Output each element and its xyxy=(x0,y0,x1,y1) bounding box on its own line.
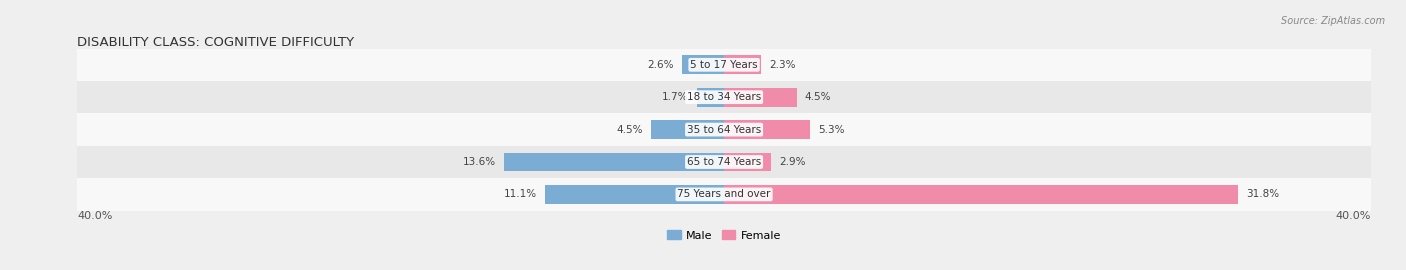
Bar xyxy=(77,81,1371,113)
Bar xyxy=(724,120,810,139)
Text: 2.6%: 2.6% xyxy=(648,60,673,70)
Text: 40.0%: 40.0% xyxy=(1336,211,1371,221)
Bar xyxy=(651,120,724,139)
Bar xyxy=(77,178,1371,211)
Bar xyxy=(724,88,797,107)
Text: 4.5%: 4.5% xyxy=(806,92,831,102)
Text: 31.8%: 31.8% xyxy=(1246,189,1279,200)
Text: 4.5%: 4.5% xyxy=(617,124,644,135)
Bar xyxy=(544,185,724,204)
Text: 2.9%: 2.9% xyxy=(779,157,806,167)
Text: 5 to 17 Years: 5 to 17 Years xyxy=(690,60,758,70)
Text: Source: ZipAtlas.com: Source: ZipAtlas.com xyxy=(1281,16,1385,26)
Legend: Male, Female: Male, Female xyxy=(668,230,780,241)
Text: 11.1%: 11.1% xyxy=(503,189,537,200)
Text: DISABILITY CLASS: COGNITIVE DIFFICULTY: DISABILITY CLASS: COGNITIVE DIFFICULTY xyxy=(77,36,354,49)
Text: 65 to 74 Years: 65 to 74 Years xyxy=(688,157,761,167)
Bar xyxy=(724,55,761,74)
Bar xyxy=(696,88,724,107)
Bar xyxy=(682,55,724,74)
Bar xyxy=(724,153,770,171)
Text: 35 to 64 Years: 35 to 64 Years xyxy=(688,124,761,135)
Text: 2.3%: 2.3% xyxy=(769,60,796,70)
Text: 75 Years and over: 75 Years and over xyxy=(678,189,770,200)
Text: 13.6%: 13.6% xyxy=(463,157,496,167)
Bar xyxy=(505,153,724,171)
Bar xyxy=(77,146,1371,178)
Text: 40.0%: 40.0% xyxy=(77,211,112,221)
Bar xyxy=(77,113,1371,146)
Bar xyxy=(724,185,1239,204)
Text: 1.7%: 1.7% xyxy=(662,92,689,102)
Text: 5.3%: 5.3% xyxy=(818,124,845,135)
Bar xyxy=(77,49,1371,81)
Text: 18 to 34 Years: 18 to 34 Years xyxy=(688,92,761,102)
